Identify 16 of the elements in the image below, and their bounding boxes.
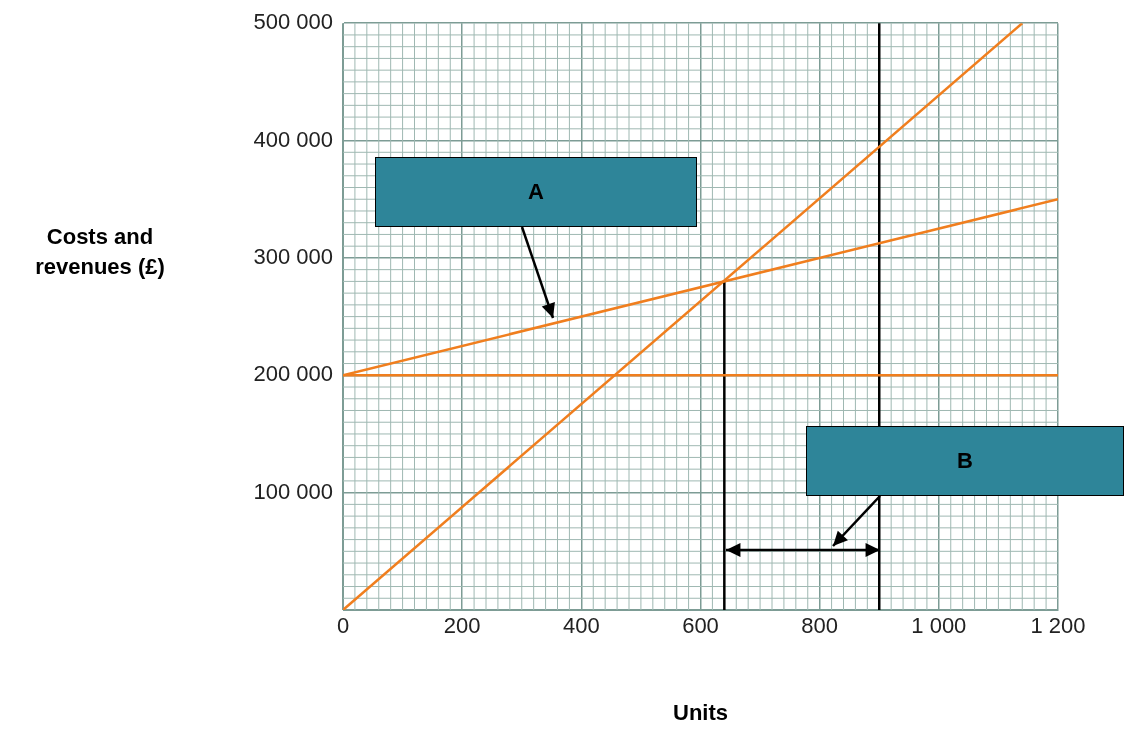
x-tick-label: 600 [682,613,719,639]
x-tick-label: 200 [443,613,481,639]
y-tick-label: 200 000 [253,361,333,387]
x-axis-title: Units [672,700,729,726]
y-tick-label: 100 000 [253,478,333,504]
x-tick-label: 400 [562,613,600,639]
y-tick-label: 300 000 [253,243,333,269]
x-tick-label: 1 200 [1030,613,1086,639]
y-tick-label: 400 000 [253,126,333,152]
y-axis-title: Costs and revenues (£) [34,223,166,281]
y-tick-label: 500 000 [253,9,333,35]
label-box: A [375,157,697,227]
x-tick-label: 0 [336,613,350,639]
x-tick-label: 800 [801,613,839,639]
label-box: B [806,426,1124,496]
x-tick-label: 1 000 [911,613,967,639]
